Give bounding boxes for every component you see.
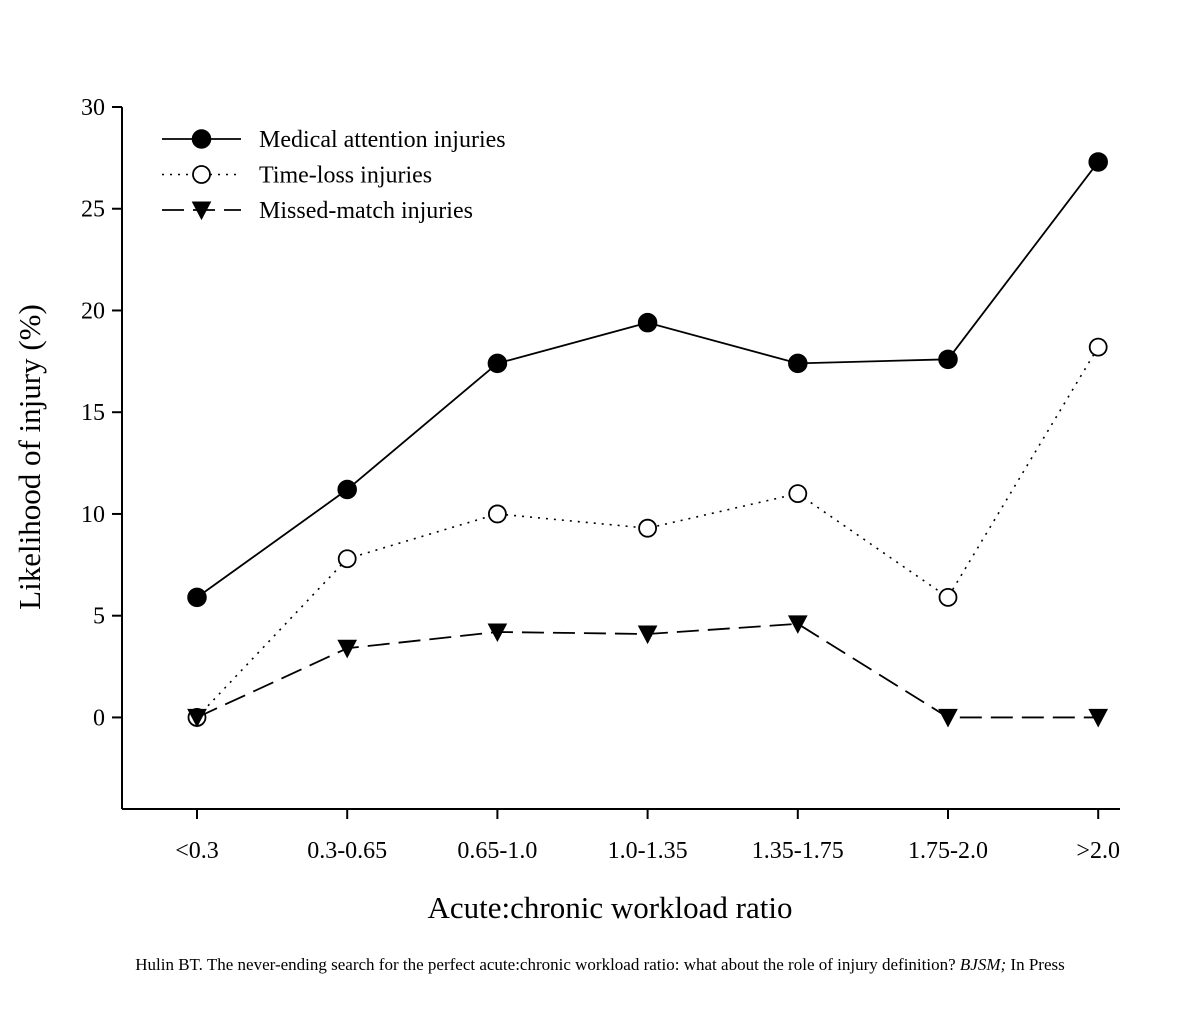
data-point (337, 479, 357, 500)
citation-caption: Hulin BT. The never-ending search for th… (0, 955, 1200, 975)
y-tick-label: 10 (81, 502, 105, 528)
caption-status: In Press (1006, 955, 1065, 974)
y-tick-label: 20 (81, 298, 105, 324)
x-tick-label: 1.35-1.75 (752, 838, 844, 864)
series-medical-attention-injuries (187, 152, 1108, 608)
y-tick-label: 25 (81, 197, 105, 223)
legend: Medical attention injuries Time-loss inju… (162, 127, 506, 224)
data-point (788, 353, 808, 374)
y-tick-label: 30 (81, 95, 105, 121)
data-point (1088, 152, 1108, 172)
series-time-loss-injuries (187, 337, 1108, 727)
legend-label: Time-loss injuries (259, 163, 432, 189)
data-point (1088, 708, 1109, 728)
data-point (938, 708, 958, 728)
data-point (787, 615, 808, 634)
series-layer (187, 152, 1109, 728)
x-axis-title: Acute:chronic workload ratio (428, 890, 793, 925)
series-missed-match-injuries (187, 615, 1109, 728)
x-tick-label: 0.3-0.65 (307, 838, 387, 864)
y-tick-label: 0 (93, 705, 105, 731)
data-point (487, 623, 508, 643)
data-point (1088, 337, 1108, 357)
data-point (337, 549, 357, 569)
x-tick-label: <0.3 (175, 838, 219, 864)
legend-label: Medical attention injuries (259, 127, 506, 153)
y-axis-title: Likelihood of injury (%) (12, 304, 47, 610)
legend-entry: Medical attention injuries (162, 127, 506, 153)
data-point (487, 353, 508, 374)
data-point (187, 587, 207, 608)
y-tick-label: 5 (93, 604, 105, 630)
caption-text: Hulin BT. The never-ending search for th… (135, 955, 960, 974)
data-point (788, 484, 808, 504)
data-point (337, 639, 358, 659)
legend-label: Missed-match injuries (259, 198, 473, 224)
data-point (187, 708, 207, 728)
axes: 0 5 10 15 20 25 30 <0.3 0.3-0.65 0.65-1.0 1.0-1.35… (81, 95, 1120, 864)
data-point (637, 312, 658, 333)
legend-entry: Time-loss injuries (162, 163, 432, 189)
x-tick-label: 1.0-1.35 (608, 838, 688, 864)
legend-marker (192, 165, 211, 184)
x-tick-label: 1.75-2.0 (908, 838, 988, 864)
x-tick-label: >2.0 (1076, 838, 1120, 864)
legend-marker (191, 129, 212, 149)
data-point (638, 518, 657, 538)
legend-entry: Missed-match injuries (162, 198, 473, 224)
y-tick-label: 15 (81, 400, 105, 426)
data-point (637, 625, 658, 645)
data-point (487, 504, 507, 524)
data-point (938, 349, 958, 370)
legend-marker (191, 201, 212, 221)
x-tick-label: 0.65-1.0 (457, 838, 537, 864)
caption-journal: BJSM; (959, 955, 1007, 974)
data-point (938, 587, 958, 607)
